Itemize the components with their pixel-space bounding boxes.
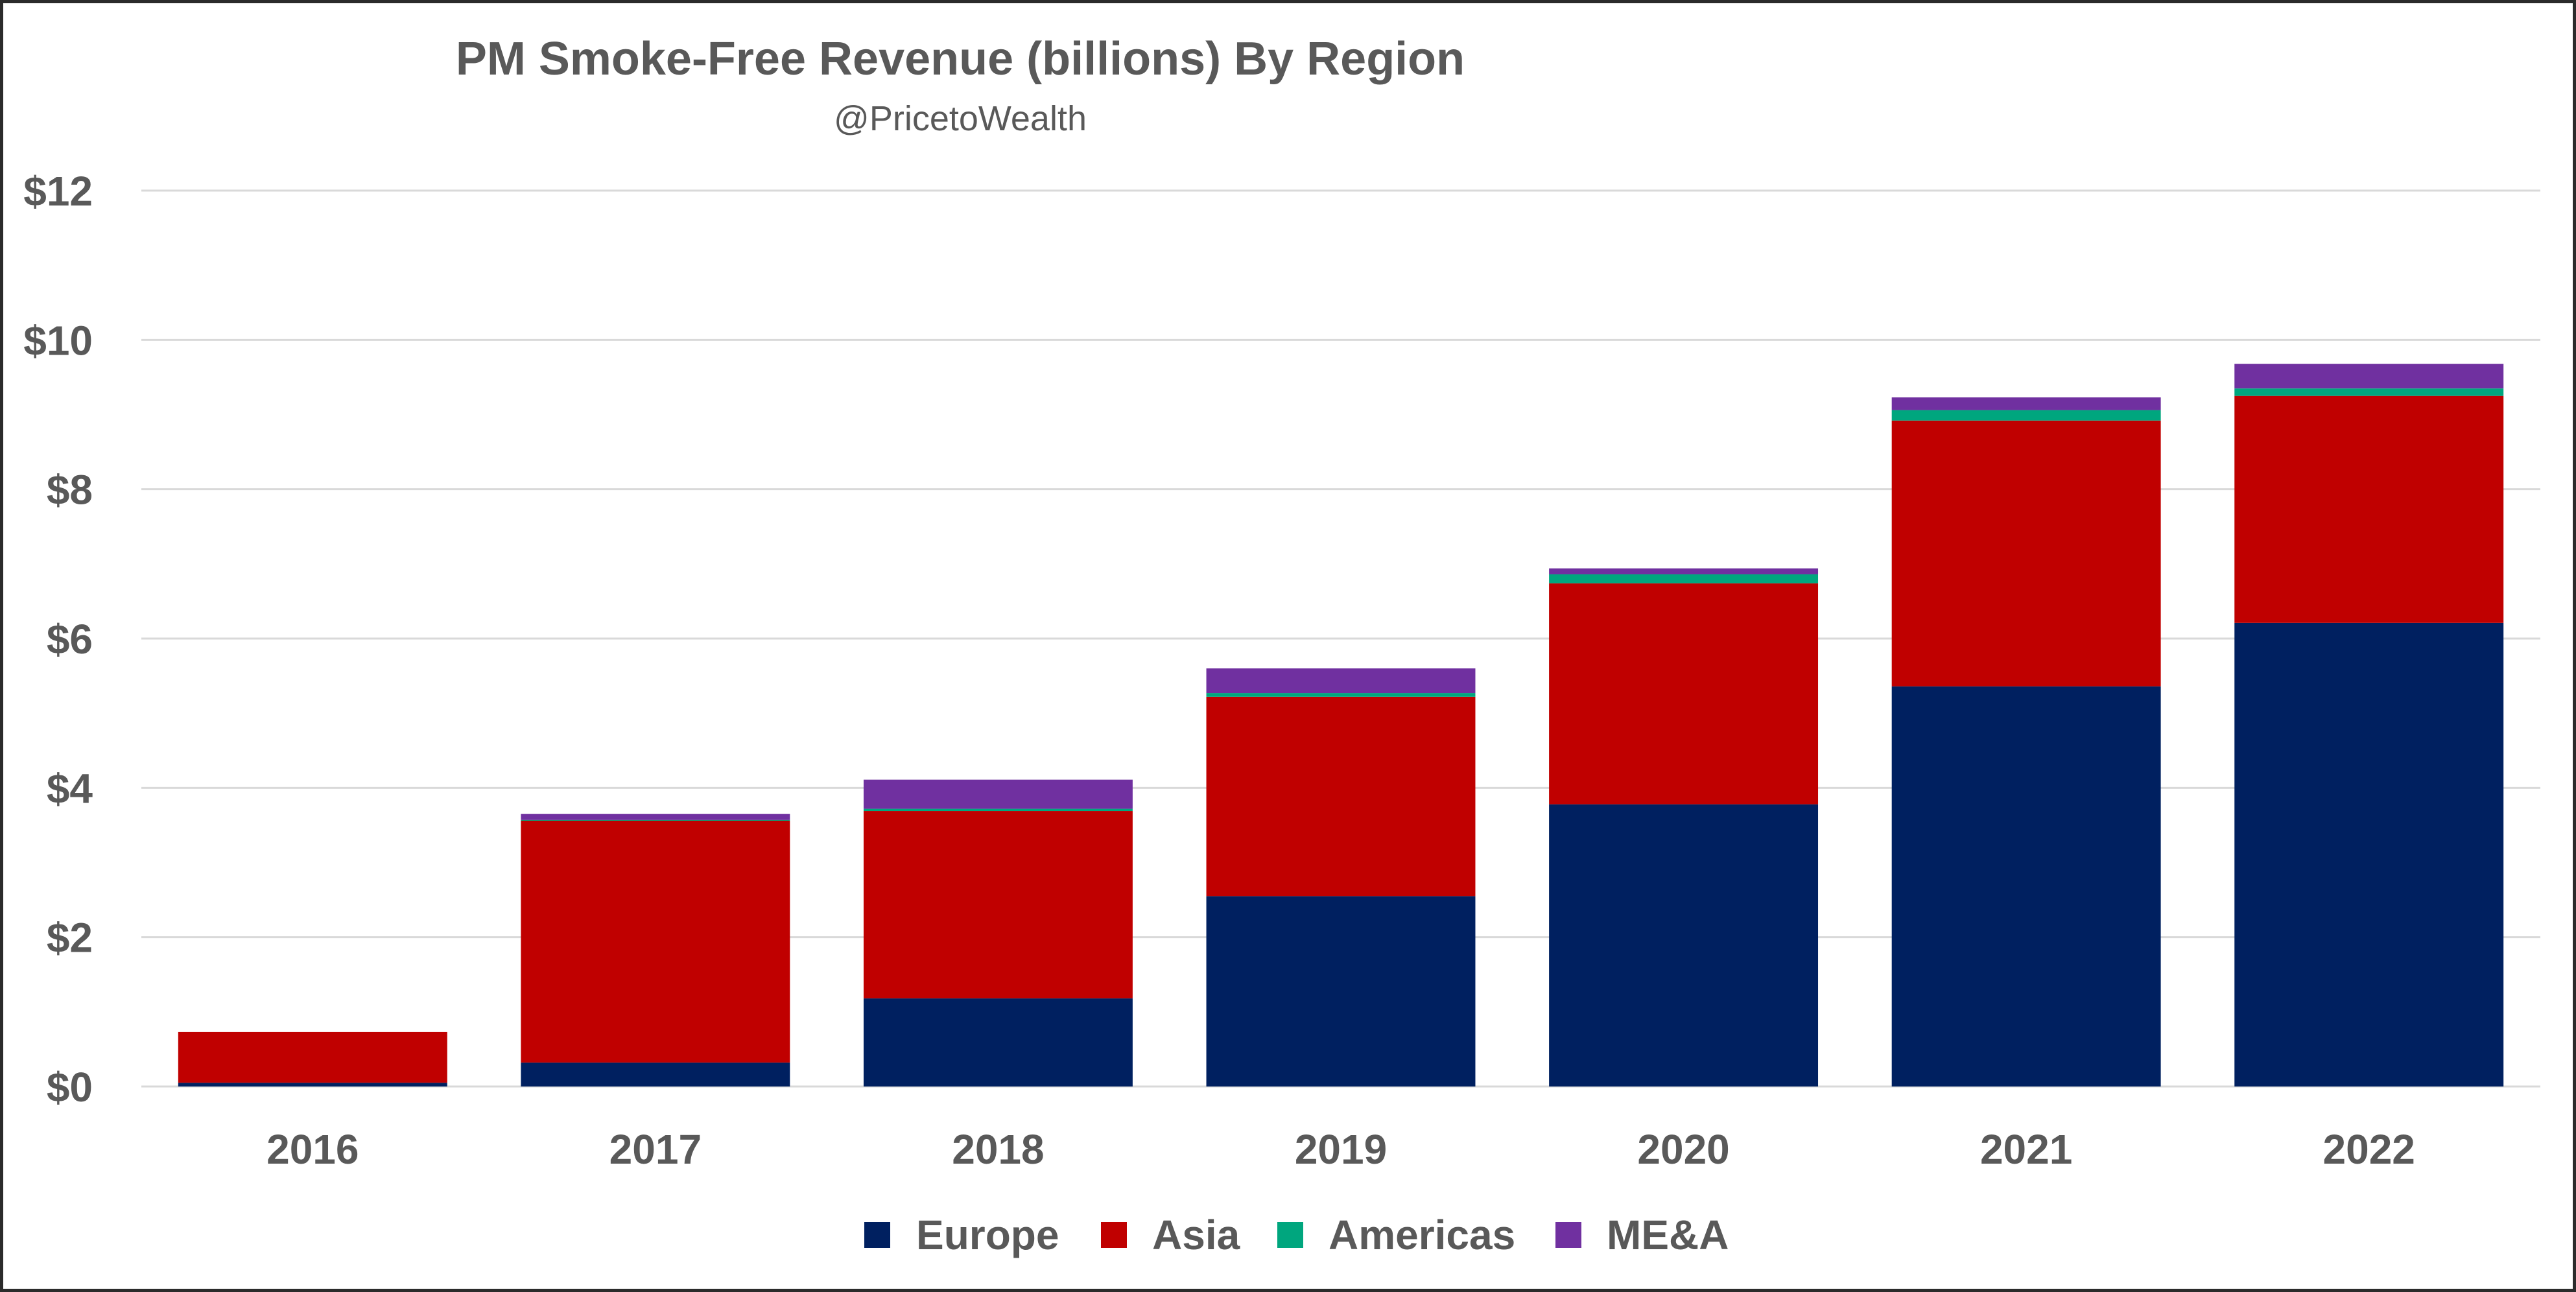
legend-swatch (1555, 1222, 1581, 1248)
y-tick-label: $6 (47, 616, 93, 663)
legend-label: Asia (1152, 1212, 1240, 1258)
bar-europe-2021 (1891, 686, 2161, 1086)
bar-asia-2019 (1206, 696, 1476, 897)
bar-me-a-2018 (863, 779, 1133, 809)
bar-europe-2020 (1549, 804, 1819, 1086)
bar-asia-2022 (2234, 395, 2504, 623)
bar-americas-2017 (521, 819, 790, 821)
x-tick-label: 2022 (2323, 1126, 2415, 1173)
x-tick-label: 2021 (1980, 1126, 2072, 1173)
legend-item-asia: Asia (1101, 1212, 1240, 1258)
y-tick-label: $12 (23, 168, 93, 215)
chart-title: PM Smoke-Free Revenue (billions) By Regi… (456, 33, 1465, 85)
bar-me-a-2019 (1206, 668, 1476, 694)
bar-asia-2017 (521, 821, 790, 1063)
x-tick-label: 2019 (1295, 1126, 1387, 1173)
bar-americas-2022 (2234, 388, 2504, 396)
legend-item-americas: Americas (1277, 1212, 1515, 1258)
y-tick-label: $4 (47, 765, 93, 812)
bar-europe-2022 (2234, 622, 2504, 1086)
x-tick-label: 2016 (266, 1126, 359, 1173)
bar-europe-2018 (863, 998, 1133, 1086)
x-tick-label: 2018 (952, 1126, 1044, 1173)
bar-europe-2017 (521, 1063, 790, 1086)
bar-europe-2019 (1206, 896, 1476, 1086)
legend-label: Americas (1329, 1212, 1515, 1258)
legend: Europe Asia Americas ME&A (864, 1212, 1729, 1258)
bar-me-a-2021 (1891, 397, 2161, 410)
bar-me-a-2017 (521, 814, 790, 820)
bar-americas-2019 (1206, 693, 1476, 697)
legend-label: ME&A (1607, 1212, 1729, 1258)
legend-swatch (1277, 1222, 1303, 1248)
bar-americas-2018 (863, 808, 1133, 812)
legend-swatch (864, 1222, 890, 1248)
x-tick-label: 2017 (609, 1126, 702, 1173)
y-tick-label: $0 (47, 1064, 93, 1110)
legend-item-europe: Europe (864, 1212, 1059, 1258)
bars (178, 364, 2504, 1086)
chart-svg: PM Smoke-Free Revenue (billions) By Regi… (23, 33, 2540, 1258)
bar-asia-2016 (178, 1031, 447, 1083)
chart-subtitle: @PricetoWealth (834, 99, 1087, 138)
legend-swatch (1101, 1222, 1127, 1248)
bar-asia-2018 (863, 811, 1133, 999)
y-axis-tick-labels: $0 $2 $4 $6 $8 $10 $12 (23, 168, 93, 1110)
bar-me-a-2022 (2234, 364, 2504, 389)
bar-europe-2016 (178, 1083, 447, 1086)
bar-americas-2021 (1891, 410, 2161, 421)
legend-item-me-a: ME&A (1555, 1212, 1729, 1258)
bar-me-a-2020 (1549, 568, 1819, 574)
bar-asia-2020 (1549, 583, 1819, 805)
bar-asia-2021 (1891, 420, 2161, 687)
legend-label: Europe (916, 1212, 1059, 1258)
y-tick-label: $2 (47, 915, 93, 961)
y-tick-label: $8 (47, 467, 93, 513)
x-tick-label: 2020 (1637, 1126, 1729, 1173)
bar-americas-2020 (1549, 574, 1819, 583)
y-tick-label: $10 (23, 317, 93, 364)
x-axis-tick-labels: 2016 2017 2018 2019 2020 2021 2022 (266, 1126, 2415, 1173)
